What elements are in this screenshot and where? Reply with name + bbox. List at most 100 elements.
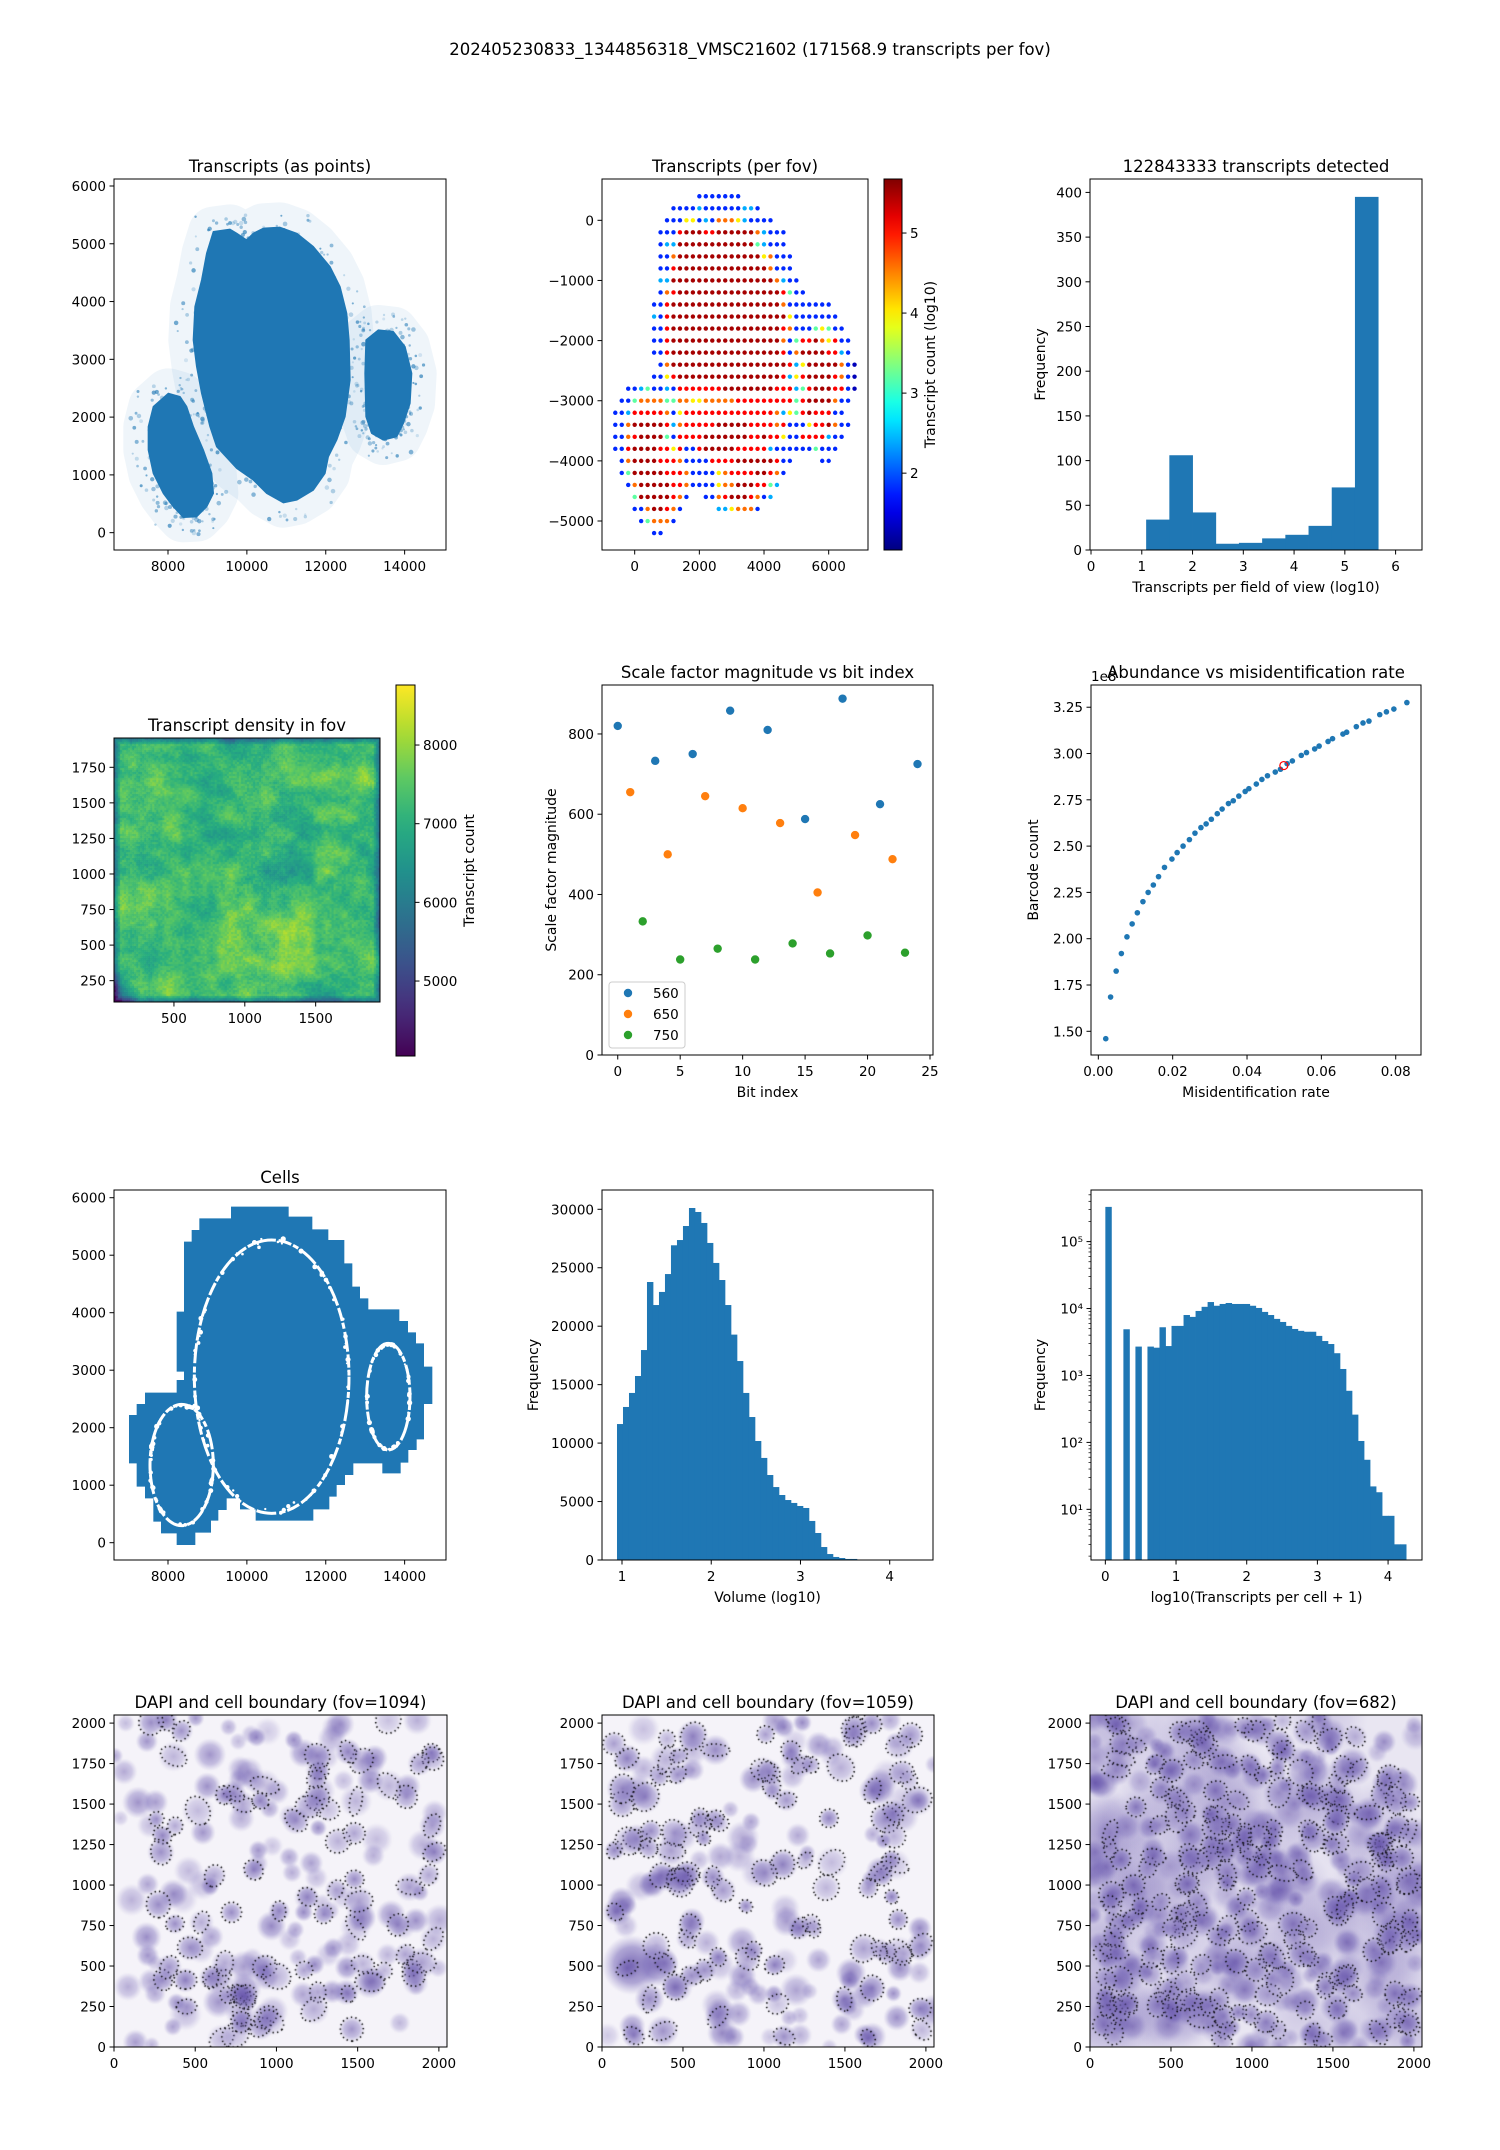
sparse-point	[207, 226, 212, 231]
colorbar-tick-label: 5000	[423, 974, 457, 990]
sparse-point	[419, 374, 424, 379]
histogram-bar	[640, 1350, 648, 1560]
histogram-bar	[1297, 1330, 1305, 1560]
scatter-point	[1242, 788, 1248, 795]
cell-gap	[377, 1443, 381, 1446]
fov-point	[742, 350, 747, 355]
fov-point	[710, 482, 715, 488]
sparse-point	[300, 488, 303, 491]
sparse-point	[410, 428, 414, 433]
fov-point	[852, 374, 857, 379]
sparse-point	[243, 468, 247, 472]
fov-point	[761, 290, 767, 295]
y-tick-label: 250	[80, 974, 106, 990]
fov-point	[671, 338, 676, 343]
y-tick-label: 0	[97, 526, 106, 542]
cell-gap	[364, 1393, 370, 1399]
sparse-point	[235, 460, 241, 466]
sparse-point	[167, 523, 172, 528]
fov-point	[800, 422, 806, 427]
cell-gap	[393, 1344, 397, 1348]
dapi-image-fov-682	[1090, 1715, 1422, 2047]
sparse-point	[323, 420, 326, 424]
y-tick-label: 0	[1073, 2040, 1082, 2056]
sparse-point	[418, 406, 422, 410]
fov-point	[658, 482, 663, 488]
fov-point	[774, 338, 780, 343]
fov-point	[677, 266, 683, 271]
sparse-point	[176, 423, 179, 427]
sparse-point	[173, 320, 179, 326]
histogram-bar	[1255, 1307, 1263, 1560]
cell-gap	[184, 1403, 189, 1408]
y-tick-label: 3.25	[1053, 700, 1083, 716]
fov-point	[729, 398, 734, 403]
fov-point	[664, 314, 670, 319]
fov-point	[645, 458, 650, 464]
fov-point	[761, 242, 767, 247]
fov-point	[710, 242, 715, 247]
fov-point	[658, 374, 663, 379]
fov-point	[651, 434, 657, 440]
histogram-bar	[1333, 1353, 1341, 1560]
fov-point	[794, 386, 799, 391]
fov-point	[755, 242, 760, 247]
cell-gap	[148, 1470, 153, 1475]
cell-gap	[379, 1444, 383, 1448]
fov-point	[697, 350, 702, 355]
y-tick-label: 250	[568, 2000, 594, 2016]
fov-point	[703, 326, 709, 331]
fov-point	[839, 398, 844, 403]
sparse-point	[177, 493, 182, 498]
fov-point	[742, 266, 747, 271]
sparse-point	[414, 382, 418, 386]
sparse-point	[363, 424, 368, 429]
fov-point	[832, 434, 838, 440]
sparse-point	[329, 500, 333, 505]
histogram-bar	[1147, 1346, 1154, 1560]
cell-gap	[382, 1446, 387, 1451]
cell-gap	[397, 1349, 401, 1353]
sparse-point	[355, 383, 359, 388]
histogram-bar	[838, 1558, 846, 1560]
cell-gap	[150, 1485, 154, 1489]
y-tick-label: 10000	[551, 1436, 594, 1452]
x-tick-label: 4	[885, 1569, 894, 1585]
cell-gap	[345, 1356, 351, 1363]
sparse-point	[194, 517, 199, 523]
cell-gap	[379, 1345, 384, 1350]
fov-point	[664, 326, 670, 331]
cell-gap	[241, 1252, 244, 1256]
sparse-point	[285, 518, 289, 522]
fov-point	[690, 434, 696, 440]
fov-point	[658, 530, 663, 536]
histogram-bar	[1215, 543, 1240, 550]
sparse-point	[348, 312, 354, 317]
fov-point	[748, 494, 754, 500]
highlighted-point	[1279, 760, 1289, 771]
fov-point	[813, 446, 818, 452]
sparse-point	[201, 509, 205, 513]
y-axis-label: Barcode count	[1026, 819, 1042, 921]
sparse-point	[384, 411, 388, 415]
fov-point	[626, 410, 631, 415]
sparse-point	[375, 368, 378, 371]
sparse-point	[409, 411, 414, 416]
cell-gap	[391, 1445, 395, 1449]
axes-frame	[1090, 684, 1422, 1056]
fov-point	[813, 338, 818, 343]
y-tick-label: 750	[568, 1919, 594, 1935]
fov-point	[768, 374, 773, 379]
sparse-point	[395, 454, 399, 458]
scatter-point-650	[887, 854, 898, 865]
sparse-point	[353, 390, 356, 393]
sparse-point	[194, 235, 197, 238]
fov-point	[748, 338, 754, 343]
scatter-point-750	[825, 948, 836, 959]
fov-point	[774, 458, 780, 464]
histogram-bar	[1331, 487, 1356, 550]
sparse-point	[128, 415, 134, 421]
fov-point	[703, 278, 709, 283]
fov-point	[697, 206, 702, 211]
cell-gap-ring	[148, 1402, 215, 1528]
